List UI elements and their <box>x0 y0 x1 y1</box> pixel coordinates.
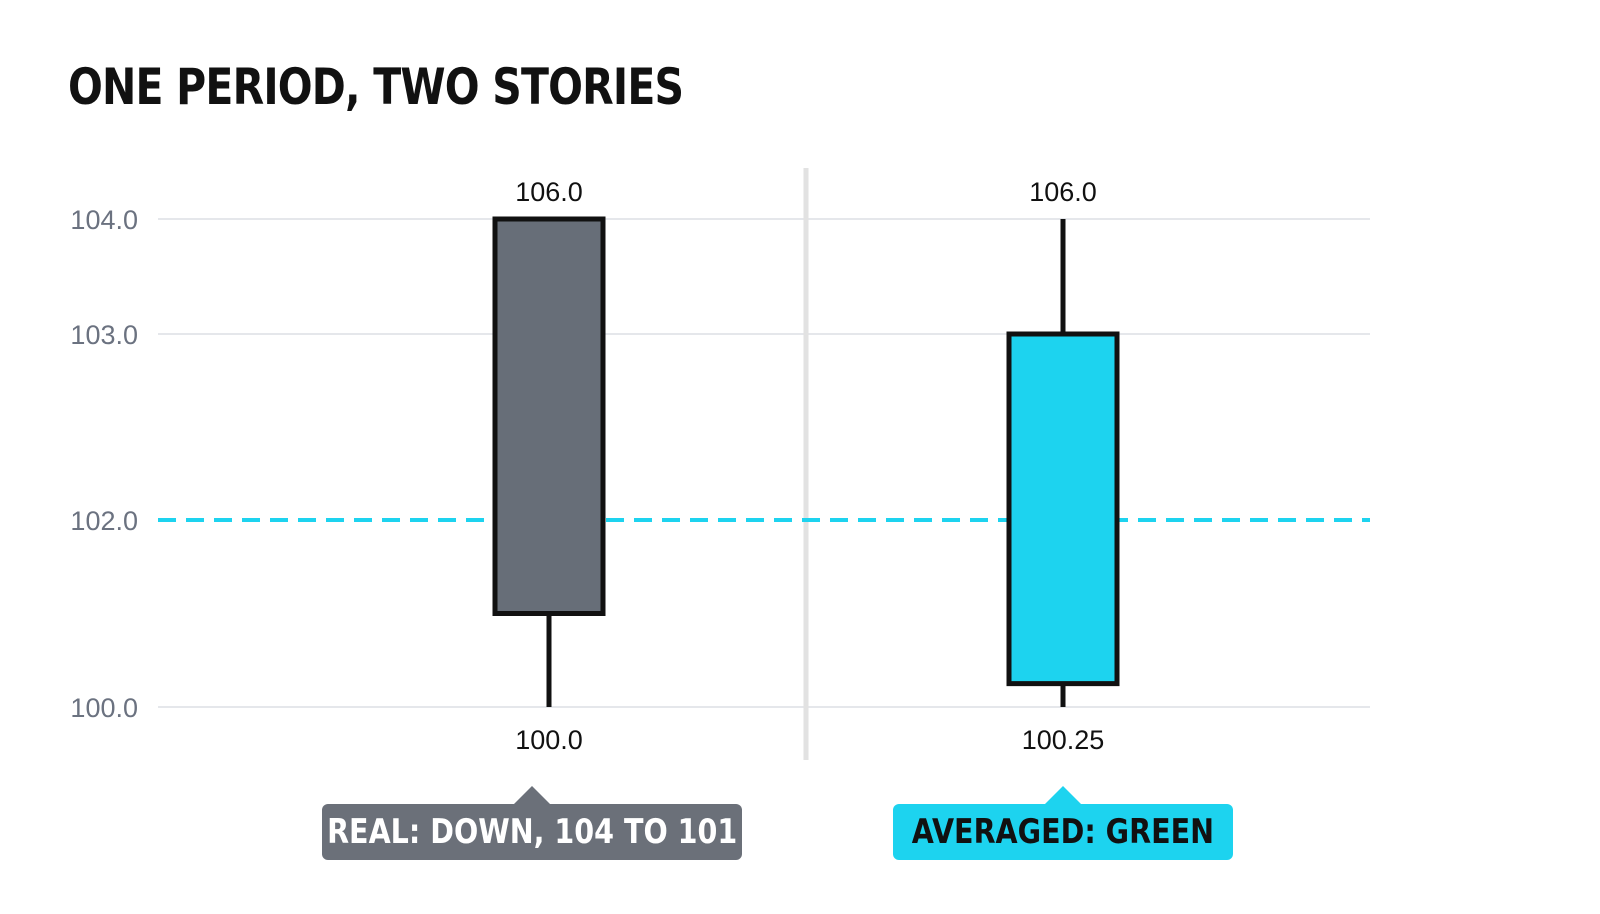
candle-body <box>1006 331 1120 687</box>
candle-low-label: 100.0 <box>515 725 583 755</box>
y-tick-label: 104.0 <box>70 205 138 235</box>
page-title: ONE PERIOD, TWO STORIES <box>68 58 684 116</box>
y-tick-label: 100.0 <box>70 693 138 723</box>
callout-real-text: REAL: DOWN, 104 TO 101 <box>326 812 738 852</box>
candle-high-label: 106.0 <box>515 177 583 207</box>
candle-low-label: 100.25 <box>1022 725 1105 755</box>
candle-body <box>492 216 606 616</box>
candle-high-label: 106.0 <box>1029 177 1097 207</box>
callout-averaged-text: AVERAGED: GREEN <box>911 812 1215 852</box>
y-tick-label: 102.0 <box>70 506 138 536</box>
callout-real: REAL: DOWN, 104 TO 101 <box>322 786 742 860</box>
y-tick-label: 103.0 <box>70 320 138 350</box>
callout-averaged: AVERAGED: GREEN <box>893 786 1233 860</box>
